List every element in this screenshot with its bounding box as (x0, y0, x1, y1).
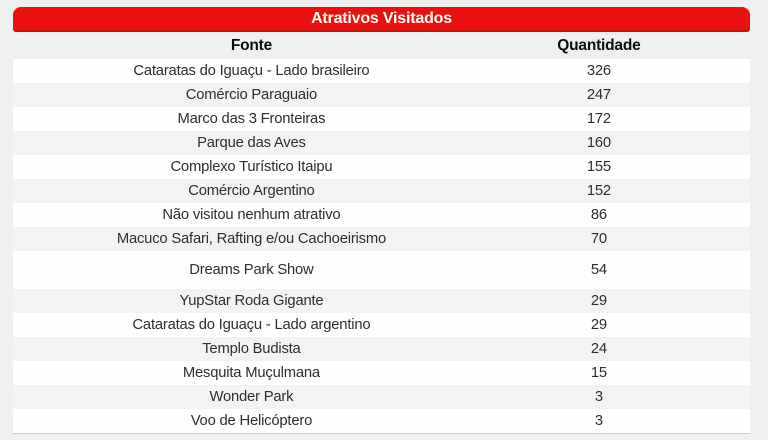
quantity-cell: 152 (586, 183, 611, 199)
attraction-name-cell: Cataratas do Iguaçu - Lado brasileiro (133, 63, 370, 79)
table-row: Complexo Turístico Itaipu 155 (13, 155, 750, 179)
table-row: Mesquita Muçulmana 15 (13, 361, 750, 385)
table-row: YupStar Roda Gigante 29 (13, 289, 750, 313)
table-row: Wonder Park 3 (13, 385, 750, 409)
attraction-name-cell: Não visitou nenhum atrativo (162, 207, 341, 223)
attraction-name-cell: Dreams Park Show (189, 262, 314, 278)
table-row: Cataratas do Iguaçu - Lado argentino 29 (13, 313, 750, 337)
column-header-quantidade: Quantidade (557, 36, 641, 54)
column-header-fonte: Fonte (230, 36, 272, 54)
quantity-cell: 3 (594, 413, 603, 429)
attraction-name-cell: Macuco Safari, Rafting e/ou Cachoeirismo (116, 231, 386, 247)
quantity-cell: 29 (590, 317, 607, 333)
quantity-cell: 155 (586, 159, 611, 175)
table-row: Comércio Argentino 152 (13, 179, 750, 203)
table-body: Cataratas do Iguaçu - Lado brasileiro 32… (13, 59, 750, 434)
quantity-cell: 70 (590, 231, 607, 247)
table-row: Cataratas do Iguaçu - Lado brasileiro 32… (13, 59, 750, 83)
attraction-name-cell: YupStar Roda Gigante (179, 293, 324, 309)
attraction-name-cell: Parque das Aves (197, 135, 306, 151)
table-row: Dreams Park Show 54 (13, 251, 750, 289)
quantity-cell: 15 (590, 365, 607, 381)
attraction-name-cell: Voo de Helicóptero (190, 413, 313, 429)
table-row: Marco das 3 Fronteiras 172 (13, 107, 750, 131)
attraction-name-cell: Comércio Argentino (188, 183, 315, 199)
attraction-name-cell: Cataratas do Iguaçu - Lado argentino (132, 317, 371, 333)
quantity-cell: 160 (586, 135, 611, 151)
quantity-cell: 172 (586, 111, 611, 127)
attraction-name-cell: Mesquita Muçulmana (182, 365, 320, 381)
quantity-cell: 24 (590, 341, 607, 357)
quantity-cell: 86 (590, 207, 607, 223)
table-row: Não visitou nenhum atrativo 86 (13, 203, 750, 227)
quantity-cell: 326 (586, 63, 611, 79)
title-bar: Atrativos Visitados (13, 7, 750, 32)
quantity-cell: 29 (590, 293, 607, 309)
attraction-name-cell: Marco das 3 Fronteiras (177, 111, 326, 127)
table-row: Macuco Safari, Rafting e/ou Cachoeirismo… (13, 227, 750, 251)
attraction-name-cell: Templo Budista (202, 341, 301, 357)
quantity-cell: 247 (586, 87, 611, 103)
attraction-name-cell: Comércio Paraguaio (185, 87, 318, 103)
quantity-cell: 3 (594, 389, 603, 405)
table-row: Templo Budista 24 (13, 337, 750, 361)
attractions-table: Atrativos Visitados Fonte Quantidade Cat… (13, 7, 750, 434)
quantity-cell: 54 (590, 262, 607, 278)
table-title: Atrativos Visitados (311, 9, 452, 27)
table-row: Parque das Aves 160 (13, 131, 750, 155)
column-header-row: Fonte Quantidade (13, 32, 750, 59)
table-row: Voo de Helicóptero 3 (13, 409, 750, 433)
table-row: Comércio Paraguaio 247 (13, 83, 750, 107)
attraction-name-cell: Complexo Turístico Itaipu (170, 159, 333, 175)
attraction-name-cell: Wonder Park (209, 389, 294, 405)
